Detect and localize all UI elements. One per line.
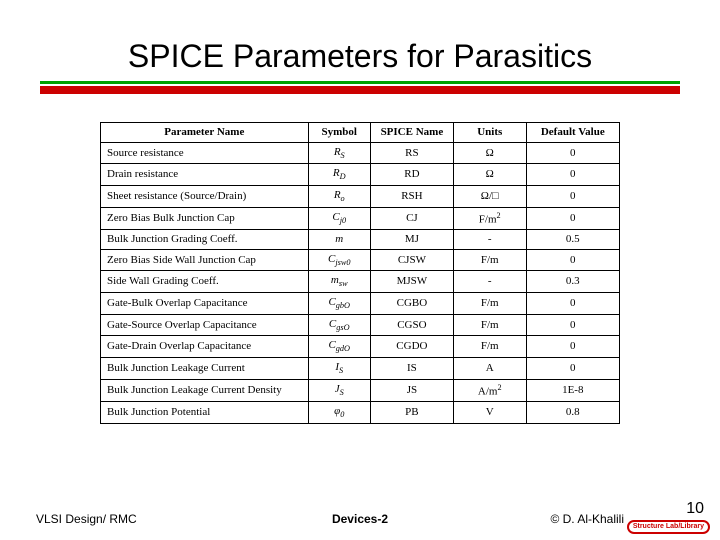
param-name: Sheet resistance (Source/Drain) <box>101 185 309 207</box>
footer-right: © D. Al-Khalili <box>550 512 624 526</box>
param-symbol: IS <box>308 357 370 379</box>
param-default: 0.3 <box>526 271 619 293</box>
param-symbol: CgdO <box>308 336 370 358</box>
parameters-table: Parameter NameSymbolSPICE NameUnitsDefau… <box>100 122 620 424</box>
param-units: Ω <box>453 164 526 186</box>
table-row: Sheet resistance (Source/Drain)RoRSHΩ/□0 <box>101 185 620 207</box>
param-spice: CGDO <box>370 336 453 358</box>
param-name: Side Wall Grading Coeff. <box>101 271 309 293</box>
param-spice: RS <box>370 142 453 164</box>
param-name: Zero Bias Bulk Junction Cap <box>101 207 309 229</box>
param-units: Ω <box>453 142 526 164</box>
param-symbol: JS <box>308 379 370 401</box>
param-default: 0 <box>526 357 619 379</box>
param-units: - <box>453 271 526 293</box>
table-row: Bulk Junction Potentialφ0PBV0.8 <box>101 401 620 423</box>
header-row: Parameter NameSymbolSPICE NameUnitsDefau… <box>101 123 620 143</box>
table-row: Gate-Drain Overlap CapacitanceCgdOCGDOF/… <box>101 336 620 358</box>
param-default: 0 <box>526 164 619 186</box>
col-header: Units <box>453 123 526 143</box>
param-symbol: RD <box>308 164 370 186</box>
col-header: Parameter Name <box>101 123 309 143</box>
param-symbol: RS <box>308 142 370 164</box>
param-symbol: msw <box>308 271 370 293</box>
table-body: Source resistanceRSRSΩ0Drain resistanceR… <box>101 142 620 423</box>
param-units: A/m2 <box>453 379 526 401</box>
param-spice: MJSW <box>370 271 453 293</box>
table-row: Bulk Junction Leakage CurrentISISA0 <box>101 357 620 379</box>
param-spice: RSH <box>370 185 453 207</box>
table-row: Zero Bias Side Wall Junction CapCjsw0CJS… <box>101 249 620 271</box>
table-row: Gate-Source Overlap CapacitanceCgsOCGSOF… <box>101 314 620 336</box>
param-units: F/m <box>453 249 526 271</box>
col-header: SPICE Name <box>370 123 453 143</box>
param-default: 0 <box>526 185 619 207</box>
param-default: 0 <box>526 314 619 336</box>
param-name: Bulk Junction Leakage Current Density <box>101 379 309 401</box>
param-default: 1E-8 <box>526 379 619 401</box>
table-row: Bulk Junction Grading Coeff.mMJ-0.5 <box>101 229 620 249</box>
param-units: F/m <box>453 336 526 358</box>
table-row: Zero Bias Bulk Junction CapCj0CJF/m20 <box>101 207 620 229</box>
param-name: Bulk Junction Leakage Current <box>101 357 309 379</box>
param-spice: CGBO <box>370 292 453 314</box>
table-row: Side Wall Grading Coeff.mswMJSW-0.3 <box>101 271 620 293</box>
param-symbol: CgsO <box>308 314 370 336</box>
param-spice: CJ <box>370 207 453 229</box>
param-units: F/m <box>453 292 526 314</box>
param-symbol: Cj0 <box>308 207 370 229</box>
param-name: Gate-Bulk Overlap Capacitance <box>101 292 309 314</box>
param-default: 0.8 <box>526 401 619 423</box>
param-units: - <box>453 229 526 249</box>
param-symbol: φ0 <box>308 401 370 423</box>
param-default: 0 <box>526 292 619 314</box>
param-spice: PB <box>370 401 453 423</box>
table-row: Source resistanceRSRSΩ0 <box>101 142 620 164</box>
table-row: Bulk Junction Leakage Current DensityJSJ… <box>101 379 620 401</box>
param-name: Gate-Source Overlap Capacitance <box>101 314 309 336</box>
param-spice: RD <box>370 164 453 186</box>
param-default: 0 <box>526 336 619 358</box>
param-default: 0.5 <box>526 229 619 249</box>
param-units: A <box>453 357 526 379</box>
param-name: Gate-Drain Overlap Capacitance <box>101 336 309 358</box>
param-units: F/m2 <box>453 207 526 229</box>
param-units: F/m <box>453 314 526 336</box>
library-badge: Structure Lab/Library <box>627 520 710 534</box>
param-default: 0 <box>526 207 619 229</box>
table-row: Gate-Bulk Overlap CapacitanceCgbOCGBOF/m… <box>101 292 620 314</box>
param-name: Source resistance <box>101 142 309 164</box>
parameters-table-wrap: Parameter NameSymbolSPICE NameUnitsDefau… <box>100 122 620 424</box>
table-head: Parameter NameSymbolSPICE NameUnitsDefau… <box>101 123 620 143</box>
param-spice: JS <box>370 379 453 401</box>
slide: SPICE Parameters for Parasitics Paramete… <box>0 0 720 540</box>
param-name: Bulk Junction Grading Coeff. <box>101 229 309 249</box>
table-row: Drain resistanceRDRDΩ0 <box>101 164 620 186</box>
param-symbol: CgbO <box>308 292 370 314</box>
col-header: Default Value <box>526 123 619 143</box>
param-default: 0 <box>526 142 619 164</box>
param-units: Ω/□ <box>453 185 526 207</box>
col-header: Symbol <box>308 123 370 143</box>
param-units: V <box>453 401 526 423</box>
param-spice: IS <box>370 357 453 379</box>
param-symbol: Cjsw0 <box>308 249 370 271</box>
rule-red <box>40 86 680 94</box>
param-name: Bulk Junction Potential <box>101 401 309 423</box>
param-spice: CGSO <box>370 314 453 336</box>
param-spice: MJ <box>370 229 453 249</box>
param-name: Zero Bias Side Wall Junction Cap <box>101 249 309 271</box>
param-symbol: m <box>308 229 370 249</box>
param-symbol: Ro <box>308 185 370 207</box>
param-name: Drain resistance <box>101 164 309 186</box>
page-number: 10 <box>686 500 704 518</box>
param-spice: CJSW <box>370 249 453 271</box>
param-default: 0 <box>526 249 619 271</box>
slide-title: SPICE Parameters for Parasitics <box>0 0 720 81</box>
